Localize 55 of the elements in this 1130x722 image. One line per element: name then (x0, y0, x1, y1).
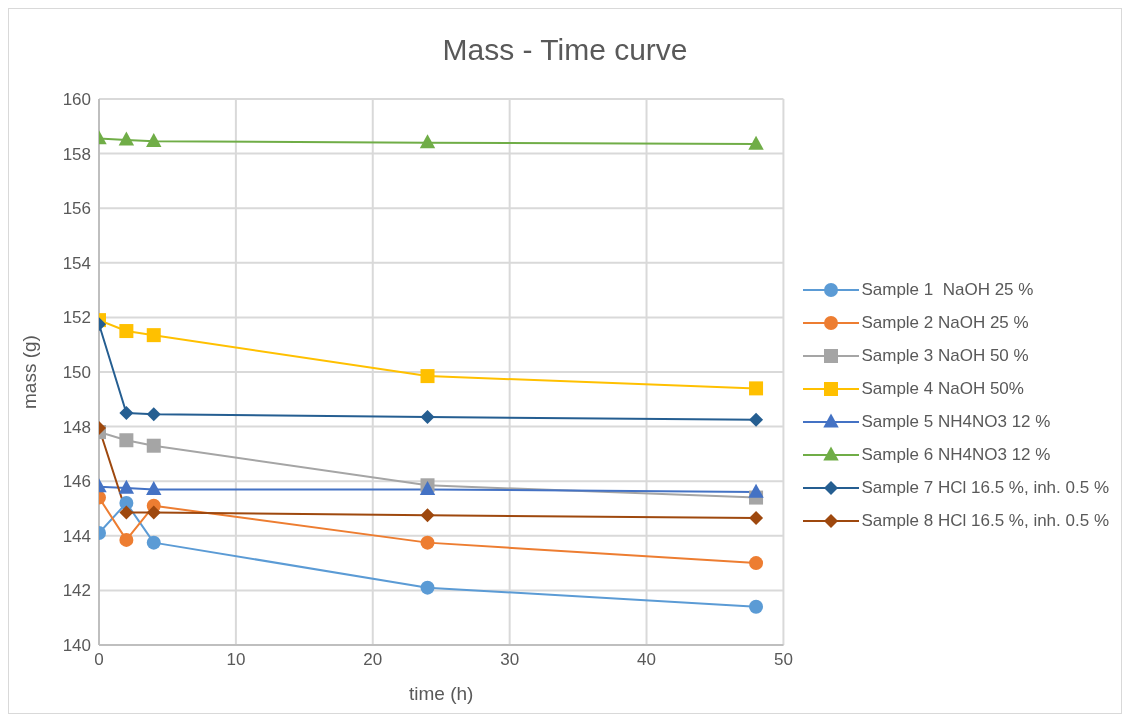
x-tick-label: 0 (94, 650, 104, 670)
x-tick-label: 50 (773, 650, 793, 670)
point (749, 511, 764, 526)
point (119, 532, 134, 547)
point (146, 535, 161, 550)
point (749, 381, 764, 396)
point (119, 405, 134, 420)
y-tick-label: 156 (62, 199, 91, 219)
y-axis-title: mass (g) (18, 335, 40, 409)
y-tick-label: 146 (62, 472, 91, 492)
point (119, 324, 134, 339)
point (748, 483, 764, 498)
legend-label: Sample 2 NaOH 25 % (861, 312, 1029, 333)
legend-label: Sample 8 HCl 16.5 %, inh. 0.5 % (861, 510, 1109, 531)
legend-label: Sample 4 NaOH 50% (861, 378, 1024, 399)
y-tick-label: 142 (62, 581, 91, 601)
point (146, 328, 161, 343)
point (119, 505, 134, 520)
legend-label: Sample 5 NH4NO3 12 % (861, 411, 1051, 432)
point (118, 479, 135, 494)
y-tick-label: 160 (62, 90, 91, 110)
x-tick-label: 40 (637, 650, 656, 670)
point (419, 134, 436, 149)
point (749, 599, 764, 614)
x-tick-label: 10 (226, 650, 246, 670)
y-tick-label: 148 (62, 417, 91, 437)
legend-label: Sample 1 NaOH 25 % (861, 279, 1034, 300)
y-tick-label: 152 (62, 308, 91, 328)
point (146, 407, 161, 422)
x-tick-label: 30 (500, 650, 520, 670)
point (420, 580, 435, 595)
y-tick-label: 144 (62, 526, 91, 546)
point (749, 412, 764, 427)
point (146, 132, 162, 147)
y-tick-label: 150 (62, 363, 91, 383)
point (146, 505, 161, 520)
x-tick-label: 20 (363, 650, 383, 670)
point (146, 438, 161, 453)
y-tick-label: 140 (62, 636, 91, 656)
x-axis-title: time (h) (409, 683, 474, 704)
point (420, 410, 435, 425)
legend-label: Sample 6 NH4NO3 12 % (861, 444, 1051, 465)
legend-label: Sample 3 NaOH 50 % (861, 345, 1029, 366)
point (420, 508, 435, 523)
point (748, 135, 764, 150)
point (118, 131, 135, 146)
point (420, 535, 435, 550)
chart-title: Mass - Time curve (441, 32, 689, 68)
y-tick-label: 154 (62, 253, 91, 273)
y-tick-label: 158 (62, 144, 91, 164)
point (119, 433, 134, 448)
point (146, 480, 162, 495)
point (420, 369, 435, 384)
point (749, 556, 764, 571)
legend-label: Sample 7 HCl 16.5 %, inh. 0.5 % (861, 477, 1109, 498)
